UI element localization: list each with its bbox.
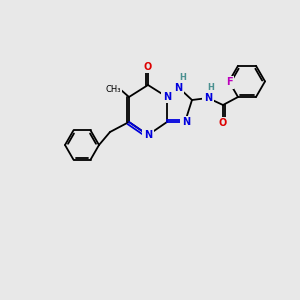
Text: CH₃: CH₃ xyxy=(105,85,121,94)
Text: N: N xyxy=(182,117,190,127)
Text: N: N xyxy=(144,130,152,140)
Text: O: O xyxy=(144,62,152,72)
Text: N: N xyxy=(174,83,182,93)
Text: H: H xyxy=(208,82,214,91)
Text: O: O xyxy=(219,118,227,128)
Text: H: H xyxy=(180,73,186,82)
Text: N: N xyxy=(163,92,171,102)
Text: F: F xyxy=(226,77,232,87)
Text: N: N xyxy=(204,93,212,103)
